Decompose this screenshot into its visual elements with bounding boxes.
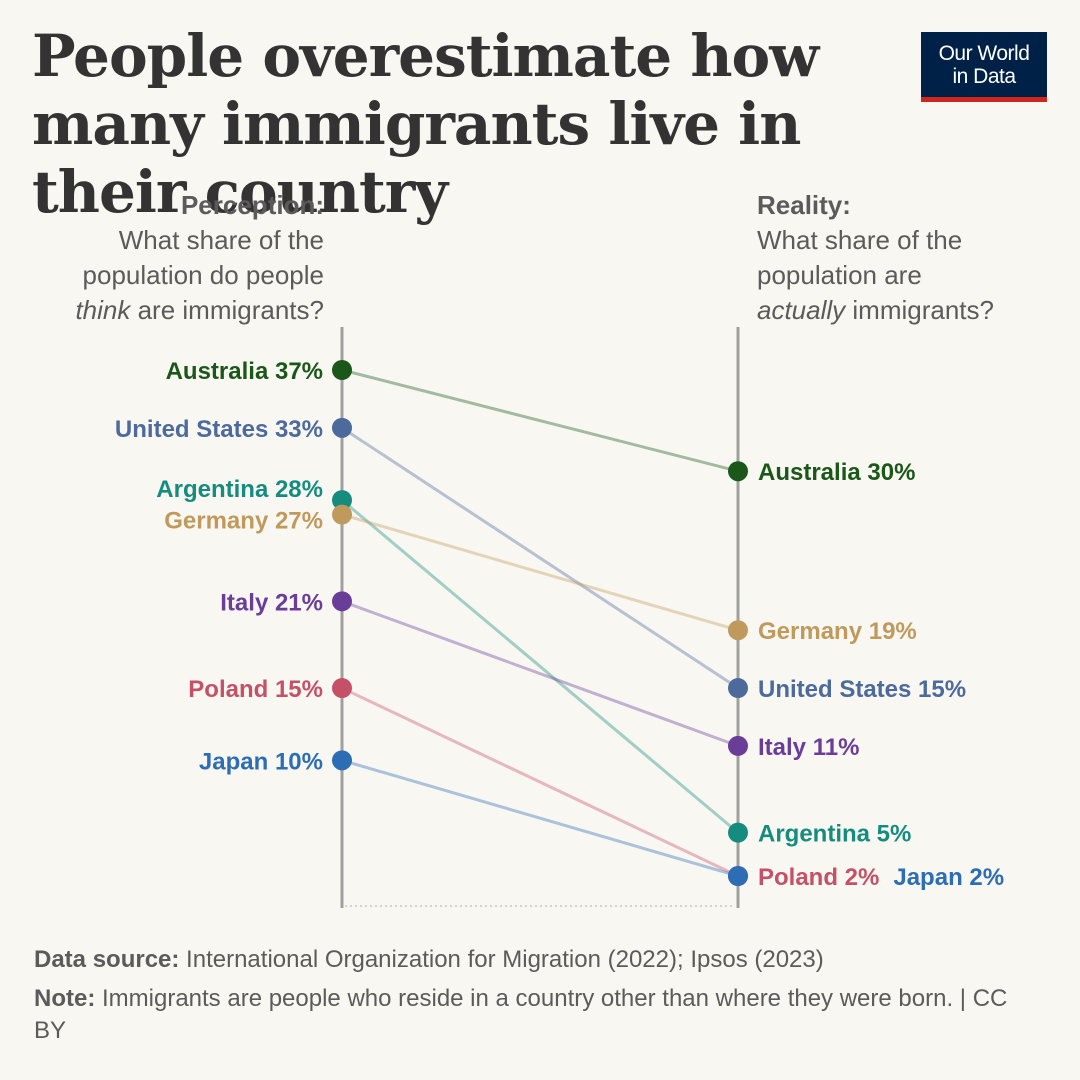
- point-perception-poland[interactable]: [332, 678, 352, 699]
- perception-line-1: What share of the: [118, 225, 324, 255]
- logo-line-1: Our World: [938, 41, 1030, 65]
- reality-header: Reality: What share of the population ar…: [757, 188, 1057, 328]
- reality-emphasis: actually: [757, 295, 846, 325]
- perception-heading: Perception:: [180, 190, 324, 220]
- reality-line-1: What share of the: [757, 225, 963, 255]
- point-reality-argentina[interactable]: [728, 822, 748, 843]
- perception-line-3: think are immigrants?: [24, 293, 324, 328]
- point-reality-japan[interactable]: [728, 866, 748, 886]
- point-reality-united-states[interactable]: [728, 678, 748, 699]
- point-perception-germany[interactable]: [332, 504, 352, 525]
- reality-heading: Reality:: [757, 190, 851, 220]
- source-label: Data source:: [34, 946, 180, 973]
- slope-japan: [341, 758, 739, 878]
- definition-note: Note: Immigrants are people who reside i…: [34, 983, 1044, 1047]
- data-points: [332, 360, 748, 886]
- data-labels: Australia 37% United States 33% Argentina …: [115, 358, 1004, 891]
- label-perception-united-states: United States 33%: [115, 416, 323, 443]
- slope-argentina: [341, 498, 739, 834]
- slope-lines: [341, 368, 739, 878]
- label-perception-australia: Australia 37%: [166, 358, 323, 385]
- chart-title: People overestimate how many immigrants …: [32, 22, 819, 226]
- label-perception-japan: Japan 10%: [199, 748, 323, 775]
- label-reality-germany: Germany 19%: [758, 618, 917, 645]
- point-reality-italy[interactable]: [728, 735, 748, 756]
- footer: Data source: International Organization …: [34, 944, 1044, 1054]
- logo-line-2: in Data: [952, 64, 1016, 88]
- label-reality-australia: Australia 30%: [758, 459, 915, 486]
- reality-line-2: population are: [757, 260, 922, 290]
- label-reality-united-states: United States 15%: [758, 676, 966, 703]
- label-perception-argentina: Argentina 28%: [156, 476, 323, 503]
- slope-italy: [341, 599, 739, 748]
- source-text: International Organization for Migration…: [179, 946, 824, 973]
- point-perception-australia[interactable]: [332, 360, 352, 380]
- point-reality-germany[interactable]: [728, 620, 748, 641]
- reality-line-3-rest: immigrants?: [845, 295, 994, 325]
- label-reality-italy: Italy 11%: [758, 734, 859, 761]
- perception-line-2: population do people: [82, 260, 324, 290]
- label-perception-poland: Poland 15%: [188, 676, 323, 703]
- slope-germany: [341, 513, 739, 632]
- note-text: Immigrants are people who reside in a co…: [34, 985, 1008, 1044]
- point-perception-japan[interactable]: [332, 750, 352, 771]
- perception-header: Perception: What share of the population…: [24, 188, 324, 328]
- owid-logo[interactable]: Our World in Data: [921, 32, 1047, 102]
- slope-australia: [341, 368, 739, 473]
- point-perception-italy[interactable]: [332, 591, 352, 612]
- label-reality-argentina: Argentina 5%: [758, 821, 911, 848]
- point-perception-argentina[interactable]: [332, 490, 352, 511]
- label-reality-poland-japan: Poland 2% Japan 2%: [758, 864, 1004, 891]
- perception-line-3-rest: are immigrants?: [130, 295, 324, 325]
- perception-emphasis: think: [75, 295, 131, 325]
- label-reality-italy: Italy 11%: [758, 734, 859, 761]
- label-reality-australia: Australia 30%: [758, 459, 915, 486]
- point-perception-united-states[interactable]: [332, 417, 352, 438]
- reality-line-3: actually immigrants?: [757, 293, 1057, 328]
- label-reality-japan: Japan 2%: [893, 864, 1004, 891]
- slope-united-states: [341, 426, 739, 690]
- point-reality-australia[interactable]: [728, 461, 748, 482]
- slope-poland: [341, 686, 739, 878]
- label-reality-poland: Poland 2%: [758, 864, 879, 891]
- label-reality-argentina: Argentina 5%: [758, 821, 911, 848]
- label-perception-germany: Germany 27%: [164, 508, 323, 535]
- label-perception-italy: Italy 21%: [220, 589, 323, 616]
- note-label: Note:: [34, 985, 96, 1012]
- label-reality-germany: Germany 19%: [758, 618, 917, 645]
- label-reality-united-states: United States 15%: [758, 676, 966, 703]
- source-note: Data source: International Organization …: [34, 944, 1044, 976]
